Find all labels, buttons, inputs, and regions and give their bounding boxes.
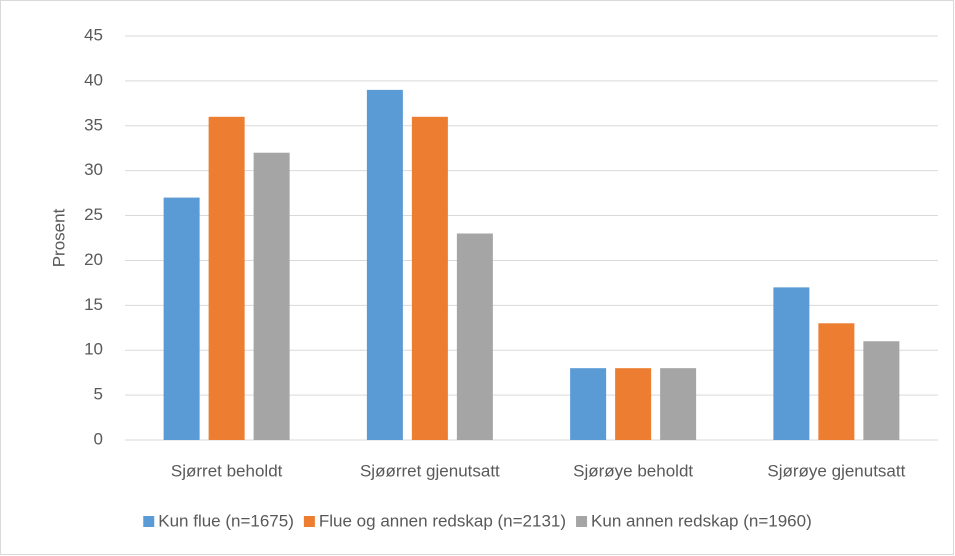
y-axis-label: Prosent — [49, 208, 68, 267]
x-tick-label: Sjøørret gjenutsatt — [360, 461, 500, 480]
x-tick-label: Sjørret beholdt — [171, 461, 283, 480]
y-tick-label: 30 — [84, 160, 103, 179]
legend-item: Kun annen redskap (n=1960) — [576, 511, 812, 530]
legend-swatch — [576, 516, 588, 527]
bar — [818, 323, 855, 440]
bar — [366, 89, 403, 440]
y-tick-label: 25 — [84, 205, 103, 224]
bar — [773, 287, 810, 440]
legend-swatch — [303, 516, 315, 527]
x-tick-label: Sjørøye gjenutsatt — [767, 461, 905, 480]
bar — [411, 116, 448, 441]
y-tick-label: 40 — [84, 70, 103, 89]
bar — [863, 341, 900, 440]
legend-label: Kun flue (n=1675) — [158, 511, 294, 530]
legend-item: Flue og annen redskap (n=2131) — [303, 511, 566, 530]
bar — [253, 152, 290, 440]
y-tick-label: 15 — [84, 295, 103, 314]
bar — [163, 197, 200, 440]
y-tick-label: 10 — [84, 340, 103, 359]
bar — [570, 368, 607, 440]
y-tick-label: 0 — [94, 429, 103, 448]
legend-label: Flue og annen redskap (n=2131) — [319, 511, 566, 530]
legend-item: Kun flue (n=1675) — [143, 511, 294, 530]
bar — [456, 233, 493, 440]
bar — [615, 368, 652, 440]
y-tick-label: 5 — [94, 385, 103, 404]
bar — [660, 368, 697, 440]
y-tick-label: 45 — [84, 25, 103, 44]
legend-swatch — [143, 516, 155, 527]
bar — [208, 116, 245, 441]
legend-label: Kun annen redskap (n=1960) — [591, 511, 812, 530]
y-tick-label: 20 — [84, 250, 103, 269]
y-tick-label: 35 — [84, 115, 103, 134]
x-tick-label: Sjørøye beholdt — [573, 461, 693, 480]
